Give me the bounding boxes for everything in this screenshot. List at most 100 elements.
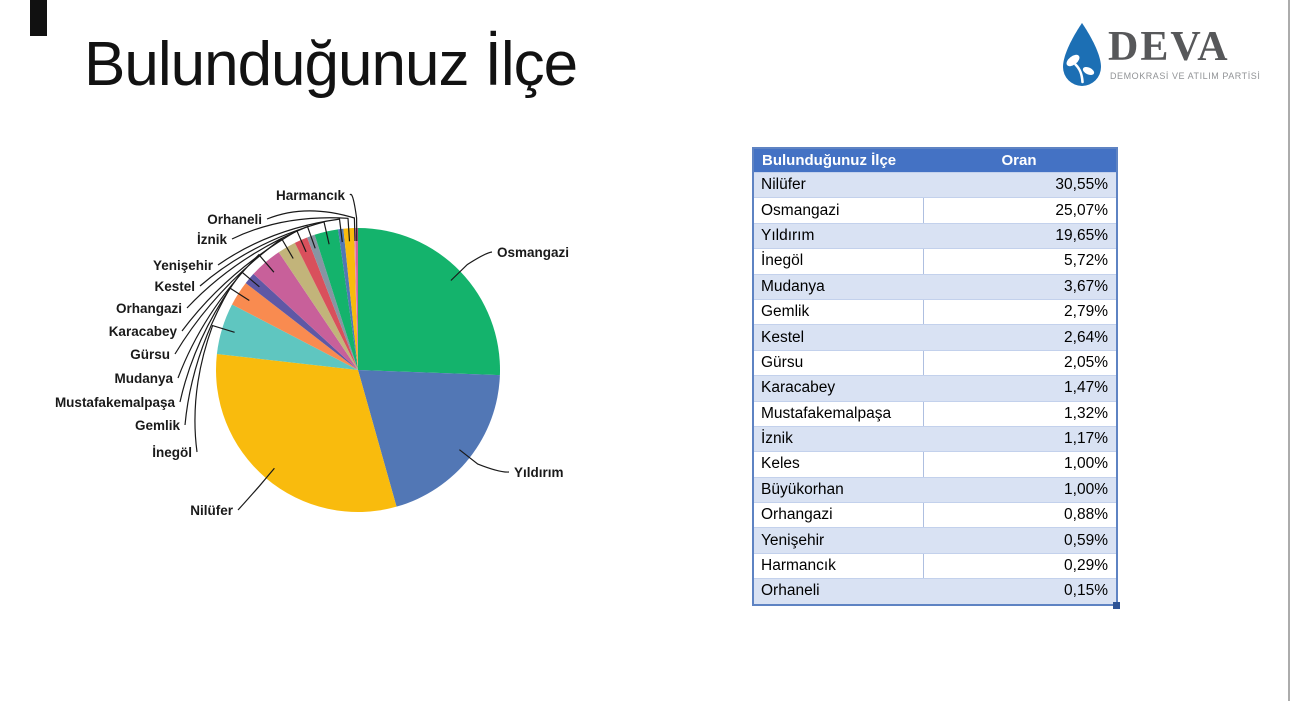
leader-line-İnegöl <box>194 324 235 453</box>
pie-slice-Mustafakemalpaşa <box>245 273 358 370</box>
pie-slice-Harmancık <box>355 227 358 370</box>
oran-cell: 1,17% <box>1064 430 1108 448</box>
table-row: Kestel 2,64% <box>754 324 1116 350</box>
pie-label-Osmangazi: Osmangazi <box>497 245 569 260</box>
pie-label-Harmancık: Harmancık <box>276 188 346 203</box>
table-row: Orhaneli 0,15% <box>754 578 1116 604</box>
pie-label-Yıldırım: Yıldırım <box>514 465 564 480</box>
table-body: Nilüfer 30,55% Osmangazi 25,07% Yıldırım 19,6… <box>754 172 1116 604</box>
pie-label-Mudanya: Mudanya <box>114 371 173 386</box>
pie-label-Gürsu: Gürsu <box>130 347 170 362</box>
oran-cell: 2,64% <box>1064 328 1108 346</box>
district-cell: Keles <box>754 452 924 477</box>
district-cell: Orhangazi <box>754 503 924 528</box>
pie-slice-Kestel <box>314 229 358 370</box>
leader-line-Orhaneli <box>266 210 356 242</box>
district-cell: Mudanya <box>761 277 825 295</box>
table-row: Orhangazi 0,88% <box>754 502 1116 528</box>
water-drop-icon <box>1063 23 1101 86</box>
district-cell: Gemlik <box>754 299 924 325</box>
pie-label-Gemlik: Gemlik <box>135 418 181 433</box>
leader-line-Kestel <box>199 221 330 287</box>
pie-label-Kestel: Kestel <box>154 279 195 294</box>
pie-slice-Karacabey <box>294 237 358 370</box>
pie-label-Orhangazi: Orhangazi <box>116 301 182 316</box>
pie-slice-İznik <box>343 228 358 370</box>
table-row: Gürsu 2,05% <box>754 349 1116 376</box>
oran-cell: 1,00% <box>1064 455 1108 473</box>
table-row: Gemlik 2,79% <box>754 298 1116 325</box>
pie-slice-Orhaneli <box>354 228 358 370</box>
table-row: Yıldırım 19,65% <box>754 222 1116 249</box>
district-cell: Nilüfer <box>761 176 806 194</box>
district-cell: Kestel <box>761 328 805 346</box>
table-row: Mustafakemalpaşa 1,32% <box>754 400 1116 426</box>
district-cell: Harmancık <box>754 553 924 579</box>
table-row: Harmancık 0,29% <box>754 552 1116 579</box>
pie-slice-Osmangazi <box>358 228 501 376</box>
district-cell: Mustafakemalpaşa <box>754 401 924 426</box>
right-edge-line <box>1288 0 1290 701</box>
district-cell: Osmangazi <box>754 198 924 223</box>
pie-label-Orhaneli: Orhaneli <box>207 212 262 227</box>
district-cell: Karacabey <box>761 379 836 397</box>
pie-slice-Gürsu <box>278 242 358 370</box>
district-cell: Orhaneli <box>761 582 820 600</box>
pie-slice-Yenişehir <box>338 228 358 370</box>
oran-cell: 0,59% <box>1064 531 1108 549</box>
leader-line-Yenişehir <box>217 218 343 266</box>
district-cell: Büyükorhan <box>761 480 844 498</box>
table-row: Nilüfer 30,55% <box>754 172 1116 198</box>
district-cell: İnegöl <box>754 249 924 274</box>
leader-line-Yıldırım <box>459 449 510 473</box>
oran-cell: 0,15% <box>1064 582 1108 600</box>
oran-cell: 1,47% <box>1064 379 1108 397</box>
oran-cell: 19,65% <box>1055 226 1108 244</box>
oran-cell: 2,05% <box>1064 353 1108 371</box>
pie-slice-Gemlik <box>232 283 358 370</box>
leader-line-Harmancık <box>349 193 358 242</box>
table-row: Karacabey 1,47% <box>754 375 1116 401</box>
pie-slice-Mudanya <box>253 252 358 370</box>
oran-cell: 30,55% <box>1055 176 1108 194</box>
table-row: Yenişehir 0,59% <box>754 527 1116 553</box>
district-cell: Gürsu <box>754 350 924 376</box>
table-row: İznik 1,17% <box>754 425 1116 452</box>
oran-cell: 5,72% <box>1064 252 1108 270</box>
oran-cell: 1,00% <box>1064 480 1108 498</box>
district-cell: İznik <box>761 430 793 448</box>
leader-line-Osmangazi <box>450 251 493 281</box>
pie-label-Yenişehir: Yenişehir <box>153 258 214 273</box>
pie-slice-Orhangazi <box>307 234 358 370</box>
pie-label-Karacabey: Karacabey <box>109 324 178 339</box>
leader-line-Mudanya <box>177 253 275 379</box>
deva-wordmark: DEVA <box>1108 24 1230 70</box>
selection-handle-icon <box>1113 601 1120 609</box>
leader-line-Nilüfer <box>237 467 275 511</box>
header-district: Bulunduğunuz İlçe <box>762 152 897 169</box>
deva-logo: DEVA DEMOKRASİ VE ATILIM PARTİSİ <box>1055 16 1280 91</box>
pie-label-Mustafakemalpaşa: Mustafakemalpaşa <box>55 395 176 410</box>
deva-subtitle: DEMOKRASİ VE ATILIM PARTİSİ <box>1110 71 1261 81</box>
pie-slice-Yıldırım <box>358 370 500 507</box>
page-title: Bulunduğunuz İlçe <box>84 30 578 99</box>
pie-label-İznik: İznik <box>197 232 227 247</box>
oran-cell: 1,32% <box>1064 404 1108 422</box>
oran-cell: 2,79% <box>1064 303 1108 321</box>
pie-label-Nilüfer: Nilüfer <box>190 503 234 518</box>
table-row: Keles 1,00% <box>754 451 1116 477</box>
table-header-row: Bulunduğunuz İlçe Oran <box>754 149 1116 172</box>
oran-cell: 0,88% <box>1064 506 1108 524</box>
pie-label-İnegöl: İnegöl <box>152 445 192 460</box>
oran-cell: 0,29% <box>1064 557 1108 575</box>
district-cell: Yıldırım <box>761 226 815 244</box>
oran-cell: 25,07% <box>1055 201 1108 219</box>
district-table: Bulunduğunuz İlçe Oran Nilüfer 30,55% Osma… <box>752 147 1120 609</box>
pie-chart: Osmangazi Yıldırım Nilüfer İnegöl Gemlik Must… <box>55 188 569 518</box>
leader-line-İznik <box>231 217 351 242</box>
pie-slice-Nilüfer <box>216 353 397 513</box>
table-row: Osmangazi 25,07% <box>754 197 1116 223</box>
pie-slice-İnegöl <box>216 304 358 370</box>
table-row: Büyükorhan 1,00% <box>754 476 1116 503</box>
oran-cell: 3,67% <box>1064 277 1108 295</box>
